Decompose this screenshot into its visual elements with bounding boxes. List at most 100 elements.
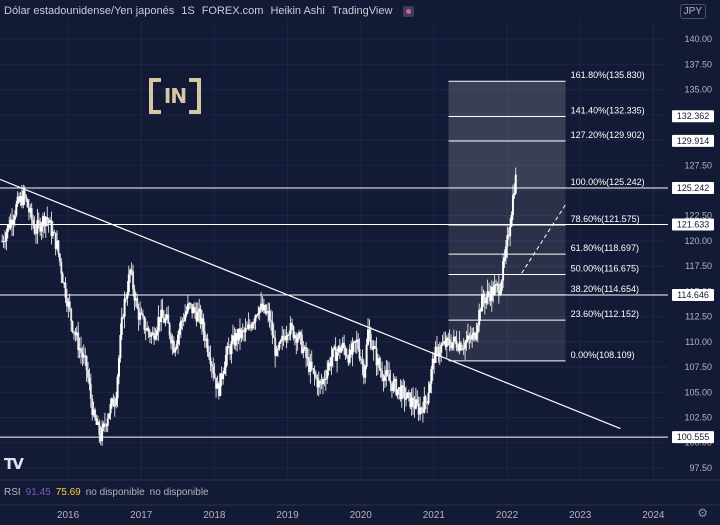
y-tick-label: 107.50: [684, 362, 712, 372]
candle-body: [478, 309, 481, 326]
candle-body: [489, 294, 492, 301]
settings-gear-icon[interactable]: ⚙: [697, 506, 708, 520]
y-tick-label: 127.50: [684, 160, 712, 170]
candle-body: [355, 339, 358, 343]
candle-body: [244, 328, 247, 333]
candle-body: [200, 318, 203, 325]
candle-body: [462, 348, 465, 350]
candle-body: [153, 332, 156, 340]
candle-body: [217, 383, 220, 396]
candle-body: [492, 287, 495, 295]
candle-body: [231, 335, 234, 342]
candle-body: [262, 305, 265, 311]
candle-body: [409, 392, 412, 408]
interval-label[interactable]: 1S: [181, 5, 195, 17]
candle-body: [443, 341, 446, 344]
candle-body: [193, 307, 196, 313]
candle-body: [507, 235, 510, 237]
candle-body: [41, 216, 44, 227]
platform-label: TradingView: [331, 5, 393, 17]
candle-body: [260, 303, 263, 308]
candle-body: [132, 271, 135, 290]
candle-body: [168, 323, 171, 336]
chart-style-label: Heikin Ashi: [270, 5, 325, 17]
candle-body: [91, 398, 94, 416]
candle-body: [177, 334, 180, 345]
candle-body: [238, 328, 241, 339]
candle-body: [452, 336, 455, 343]
candle-body: [13, 215, 16, 220]
candle-body: [475, 333, 478, 340]
candle-body: [117, 357, 120, 377]
candle-body: [509, 226, 512, 237]
candle-body: [337, 346, 340, 353]
candle-body: [74, 332, 77, 336]
candle-body: [406, 392, 409, 399]
candle-body: [399, 387, 402, 400]
candle-body: [312, 368, 315, 370]
candle-body: [417, 403, 420, 415]
rsi-label[interactable]: RSI: [4, 487, 21, 498]
candle-body: [78, 348, 81, 351]
candle-body: [468, 335, 471, 338]
candle-body: [291, 323, 294, 327]
symbol-name[interactable]: Dólar estadounidense/Yen japonés: [4, 5, 175, 17]
candle-body: [16, 196, 19, 205]
candle-body: [444, 341, 447, 347]
candle-body: [120, 317, 123, 335]
price-label: 121.633: [677, 219, 710, 229]
candle-body: [272, 335, 275, 339]
candle-body: [119, 334, 122, 358]
candle-body: [141, 313, 144, 317]
candle-body: [222, 373, 225, 380]
candle-body: [276, 348, 279, 350]
currency-button[interactable]: JPY: [679, 4, 706, 19]
candle-body: [400, 385, 403, 400]
candle-body: [396, 388, 399, 395]
candle-body: [269, 320, 272, 322]
candle-body: [286, 334, 289, 336]
candle-body: [428, 383, 431, 393]
fib-label: 127.20%(129.902): [571, 130, 645, 140]
candle-body: [79, 348, 82, 353]
candle-body: [490, 287, 493, 301]
candle-body: [172, 340, 175, 353]
candle-body: [296, 338, 299, 343]
candle-body: [170, 335, 173, 344]
candle-body: [125, 298, 128, 300]
candle-body: [63, 282, 66, 284]
candle-body: [246, 328, 249, 330]
candle-body: [316, 377, 319, 388]
candle-body: [451, 342, 454, 349]
candle-body: [499, 290, 502, 295]
candle-body: [357, 339, 360, 349]
candle-body: [450, 345, 453, 349]
candle-body: [496, 283, 499, 285]
candle-body: [413, 405, 416, 409]
candle-body: [127, 274, 130, 293]
status-dot-icon[interactable]: [403, 5, 415, 17]
candle-body: [416, 399, 419, 404]
x-tick-label: 2017: [130, 510, 153, 521]
trendline[interactable]: [0, 178, 621, 430]
candle-body: [306, 357, 309, 359]
candle-body: [329, 362, 332, 367]
candle-body: [476, 325, 479, 334]
candle-body: [437, 346, 440, 357]
candle-body: [34, 233, 37, 235]
candle-body: [30, 208, 33, 221]
candle-body: [473, 332, 476, 340]
candle-body: [123, 298, 126, 317]
candle-body: [414, 399, 417, 409]
candle-body: [134, 298, 137, 301]
candle-body: [196, 311, 199, 322]
candle-body: [313, 369, 316, 376]
candle-body: [375, 348, 378, 366]
price-label: 132.362: [677, 111, 710, 121]
candle-body: [257, 313, 260, 315]
candle-body: [37, 220, 40, 222]
candle-body: [99, 434, 102, 442]
candle-body: [95, 418, 98, 425]
candle-body: [158, 316, 161, 323]
